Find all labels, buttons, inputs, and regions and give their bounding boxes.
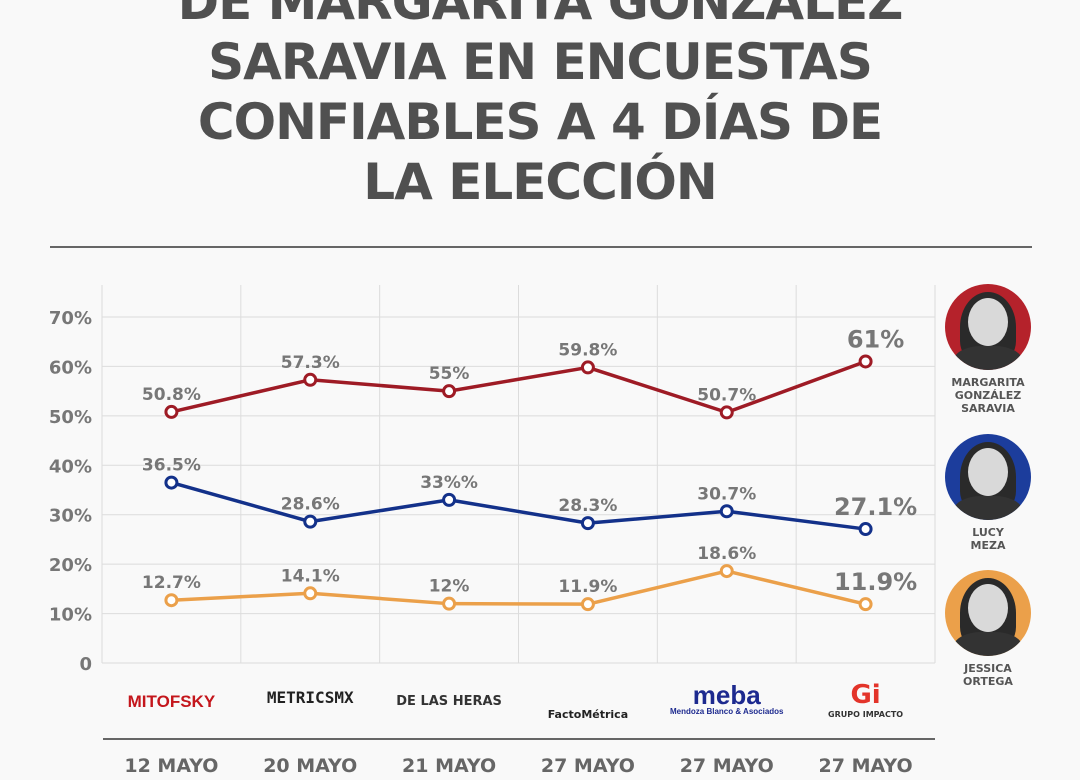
pollster-name: FactoMétrica (547, 708, 629, 721)
y-tick-label: 50% (49, 407, 92, 428)
data-point (580, 597, 595, 612)
x-category-label: 27 MAYO (540, 755, 635, 777)
candidate-name: SARAVIA (961, 402, 1015, 415)
data-label: 57.3% (281, 353, 340, 373)
candidate-name: MARGARITA (951, 376, 1025, 389)
candidate-legend: LUCY MEZA (933, 434, 1043, 552)
series-line (171, 569, 866, 606)
date-divider (103, 738, 935, 740)
data-label: 55% (429, 364, 470, 384)
candidate-name: LUCY (972, 526, 1004, 539)
y-tick-label: 60% (49, 357, 92, 378)
data-label: 14.1% (281, 566, 340, 586)
candidate-photo (945, 570, 1031, 656)
pollster-logo: METRICSMX (242, 680, 378, 707)
candidate-name: GONZÁLEZ (954, 389, 1022, 402)
x-category-label: 20 MAYO (263, 755, 358, 777)
data-point (858, 522, 873, 537)
pollster-logo: meba Mendoza Blanco & Asociados (659, 680, 795, 716)
x-category-label: 12 MAYO (124, 755, 219, 777)
data-point (719, 405, 734, 420)
pollster-logo: MITOFSKY (103, 680, 239, 712)
series-line (171, 359, 867, 415)
x-category-label: 27 MAYO (679, 755, 774, 777)
pollster-name: METRICSMX (266, 688, 354, 707)
data-label: 33%% (420, 473, 478, 493)
candidate-name: ORTEGA (963, 675, 1013, 688)
data-label: 12.7% (142, 573, 201, 593)
series-line (170, 480, 866, 531)
y-tick-label: 30% (49, 506, 92, 527)
y-tick-label: 10% (49, 605, 92, 626)
pollster-logo: Gi GRUPO IMPACTO (798, 680, 934, 719)
x-category-label: 27 MAYO (818, 755, 913, 777)
data-label: 27.1% (834, 493, 917, 521)
data-label: 28.3% (558, 496, 617, 516)
pollster-name: Gi (850, 680, 881, 710)
data-point (719, 564, 734, 579)
data-label: 18.6% (697, 544, 756, 564)
x-category-label: 21 MAYO (402, 755, 497, 777)
data-label: 61% (847, 325, 904, 353)
y-tick-label: 70% (49, 308, 92, 329)
data-point (164, 593, 179, 608)
data-label: 59.8% (558, 340, 617, 360)
data-point (303, 586, 318, 601)
data-label: 36.5% (142, 456, 201, 476)
candidate-name: JESSICA (964, 662, 1012, 675)
data-point (442, 492, 457, 507)
data-label: 11.9% (834, 568, 917, 596)
pollster-name: DE LAS HERAS (396, 694, 502, 709)
data-label: 12% (429, 577, 470, 597)
data-point (303, 372, 318, 387)
title-divider (50, 246, 1032, 248)
pollster-name-sub: GRUPO IMPACTO (828, 710, 904, 719)
data-point (442, 384, 457, 399)
y-tick-label: 0 (79, 654, 92, 675)
data-point (719, 504, 734, 519)
data-point (164, 404, 179, 419)
data-label: 11.9% (558, 577, 617, 597)
page-title: DE MARGARITA GONZÁLEZ SARAVIA EN ENCUEST… (177, 0, 904, 211)
candidate-photo (945, 284, 1031, 370)
data-point (164, 475, 179, 490)
pollster-name: MITOFSKY (127, 692, 216, 711)
data-point (442, 596, 457, 611)
pollster-sublabel: Mendoza Blanco & Asociados (670, 707, 784, 716)
y-tick-label: 20% (49, 555, 92, 576)
data-label: 28.6% (281, 495, 340, 515)
candidate-legend: JESSICA ORTEGA (933, 570, 1043, 688)
data-label: 30.7% (697, 484, 756, 504)
y-tick-label: 40% (49, 456, 92, 477)
data-point (858, 597, 873, 612)
data-point (580, 360, 595, 375)
data-point (858, 354, 873, 369)
pollster-logo: DE LAS HERAS (381, 680, 517, 709)
candidate-name: MEZA (970, 539, 1006, 552)
pollster-logo: FactoMétrica (520, 680, 656, 721)
data-label: 50.8% (142, 385, 201, 405)
data-point (303, 514, 318, 529)
line-chart: 0 10% 20% 30% 40% 50% 60% 70% 50.8% 57.3% 55% 59.8%… (49, 285, 936, 675)
pollster-name: meba (692, 680, 761, 710)
data-label: 50.7% (697, 385, 756, 405)
data-point (580, 516, 595, 531)
candidate-photo (945, 434, 1031, 520)
candidate-legend: MARGARITA GONZÁLEZ SARAVIA (933, 284, 1043, 415)
